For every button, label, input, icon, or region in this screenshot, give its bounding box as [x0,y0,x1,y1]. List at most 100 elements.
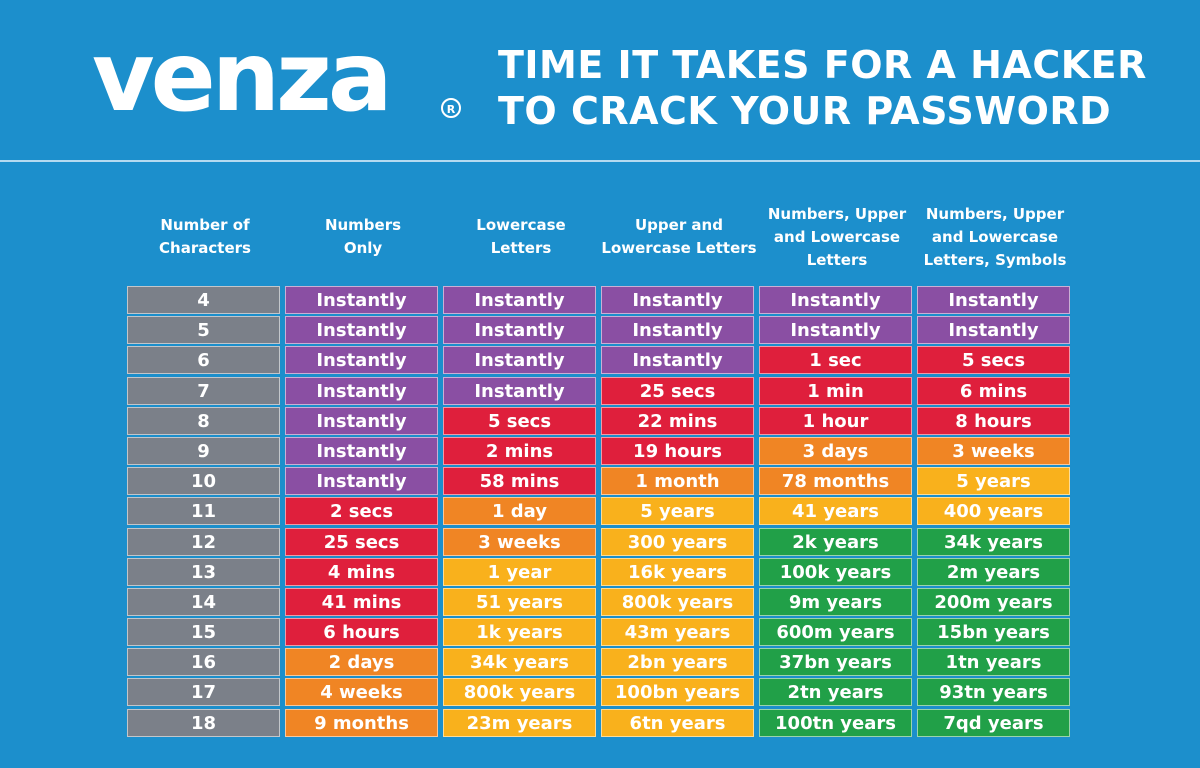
crack-time-cell: 58 mins [443,467,596,496]
column-header-label: Number of Characters [159,216,251,257]
character-count-cell: 6 [127,346,280,375]
table-row: 4 Instantly Instantly Instantly Instantly Ins… [127,286,1074,314]
crack-time-cell: 3 weeks [917,436,1070,465]
character-count-cell: 16 [127,648,280,677]
crack-time-cell: 78 months [759,467,912,496]
crack-time-cell: 100bn years [601,678,754,707]
page-title: TIME IT TAKES FOR A HACKER TO CRACK YOUR… [498,42,1178,134]
crack-time-cell: 41 years [759,497,912,526]
crack-time-cell: Instantly [759,316,912,345]
column-header: Upper and Lowercase Letters [601,190,757,284]
crack-time-cell: 200m years [917,587,1070,616]
crack-time-cell: 2bn years [601,648,754,677]
character-count-cell: 15 [127,618,280,647]
crack-time-cell: 2k years [759,527,912,556]
table-row: 9 Instantly 2 mins 19 hours 3 days 3 weeks [127,436,1074,465]
crack-time-cell: Instantly [285,346,438,375]
crack-time-cell: 1 month [601,467,754,496]
svg-text:R: R [447,103,456,116]
crack-time-cell: 7qd years [917,708,1070,737]
column-header: Numbers, Upper and Lowercase Letters [759,190,915,284]
crack-time-cell: 16k years [601,557,754,586]
crack-time-cell: 1 sec [759,346,912,375]
crack-time-cell: 2m years [917,557,1070,586]
crack-time-cell: 25 secs [601,376,754,405]
table-row: 7 Instantly Instantly 25 secs 1 min 6 mins [127,376,1074,405]
crack-time-cell: 3 days [759,436,912,465]
venza-logo-mark: venza R [92,28,461,133]
crack-time-cell: 1 year [443,557,596,586]
table-row: 17 4 weeks 800k years 100bn years 2tn years 9… [127,678,1074,707]
crack-time-cell: 4 mins [285,557,438,586]
table-row: 6 Instantly Instantly Instantly 1 sec 5 secs [127,346,1074,375]
crack-time-cell: 93tn years [917,678,1070,707]
crack-time-cell: 5 secs [917,346,1070,375]
crack-time-cell: 3 weeks [443,527,596,556]
crack-time-cell: Instantly [285,376,438,405]
character-count-cell: 13 [127,557,280,586]
column-header-label: Numbers Only [324,216,402,257]
table-row: 5 Instantly Instantly Instantly Instantly Ins… [127,316,1074,345]
column-header-label: Numbers, Upper and Lowercase Letters [767,204,907,269]
crack-time-cell: 2tn years [759,678,912,707]
crack-time-cell: Instantly [443,376,596,405]
character-count-cell: 5 [127,316,280,345]
character-count-cell: 12 [127,527,280,556]
crack-time-cell: 2 secs [285,497,438,526]
title-line-2: TO CRACK YOUR PASSWORD [498,89,1112,133]
character-count-cell: 7 [127,376,280,405]
crack-time-cell: Instantly [601,346,754,375]
crack-time-cell: Instantly [917,286,1070,314]
crack-time-cell: 41 mins [285,587,438,616]
table-row: 14 41 mins 51 years 800k years 9m years 200m … [127,587,1074,616]
crack-time-cell: Instantly [443,286,596,314]
crack-time-cell: 9 months [285,708,438,737]
crack-time-cell: 2 days [285,648,438,677]
character-count-cell: 14 [127,587,280,616]
crack-time-cell: 25 secs [285,527,438,556]
column-header-label: Upper and Lowercase Letters [601,216,757,257]
crack-time-cell: 600m years [759,618,912,647]
header-divider [0,160,1200,162]
table-row: 15 6 hours 1k years 43m years 600m years 15bn… [127,618,1074,647]
crack-time-cell: 22 mins [601,406,754,435]
column-header: Numbers, Upper and Lowercase Letters, Sy… [917,190,1073,284]
column-header: Numbers Only [285,190,441,284]
table-header-row: Number of Characters Numbers Only Lowercas… [127,190,1074,284]
crack-time-cell: 800k years [443,678,596,707]
character-count-cell: 8 [127,406,280,435]
crack-time-cell: 43m years [601,618,754,647]
crack-time-cell: 1tn years [917,648,1070,677]
crack-time-cell: 5 years [917,467,1070,496]
crack-time-cell: 6 hours [285,618,438,647]
table-row: 12 25 secs 3 weeks 300 years 2k years 34k yea… [127,527,1074,556]
character-count-cell: 18 [127,708,280,737]
crack-time-cell: 5 years [601,497,754,526]
crack-time-cell: 100k years [759,557,912,586]
crack-time-cell: Instantly [601,316,754,345]
column-header: Number of Characters [127,190,283,284]
table-row: 10 Instantly 58 mins 1 month 78 months 5 year… [127,467,1074,496]
crack-time-cell: Instantly [759,286,912,314]
registered-mark-icon [441,98,461,118]
table-body: 4 Instantly Instantly Instantly Instantly Ins… [127,286,1074,737]
crack-time-cell: Instantly [443,316,596,345]
crack-time-cell: 1k years [443,618,596,647]
crack-time-cell: 2 mins [443,436,596,465]
crack-time-cell: Instantly [601,286,754,314]
crack-time-cell: 37bn years [759,648,912,677]
crack-time-cell: 6tn years [601,708,754,737]
column-header-label: Numbers, Upper and Lowercase Letters, Sy… [923,204,1067,269]
crack-time-table: Number of Characters Numbers Only Lowercas… [127,190,1074,739]
crack-time-cell: 34k years [917,527,1070,556]
character-count-cell: 10 [127,467,280,496]
crack-time-cell: Instantly [285,316,438,345]
table-row: 11 2 secs 1 day 5 years 41 years 400 years [127,497,1074,526]
character-count-cell: 9 [127,436,280,465]
crack-time-cell: 34k years [443,648,596,677]
table-row: 13 4 mins 1 year 16k years 100k years 2m year… [127,557,1074,586]
crack-time-cell: 5 secs [443,406,596,435]
column-header: Lowercase Letters [443,190,599,284]
crack-time-cell: 100tn years [759,708,912,737]
